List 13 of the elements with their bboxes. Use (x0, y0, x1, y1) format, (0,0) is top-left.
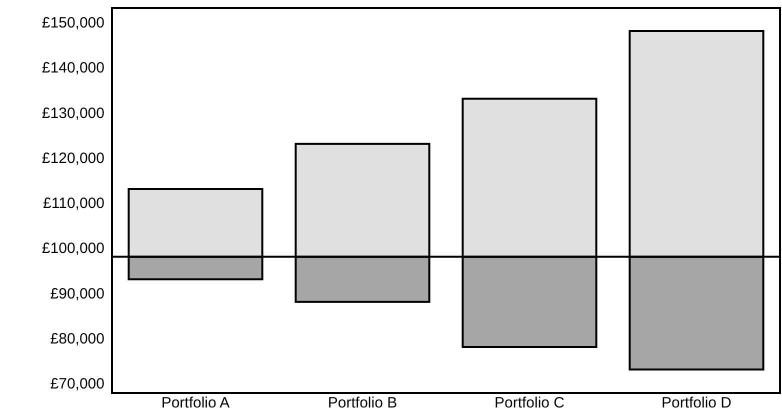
x-tick-label: Portfolio A (161, 394, 230, 412)
y-tick-label: £130,000 (42, 104, 104, 122)
y-tick-label: £140,000 (42, 60, 104, 77)
y-tick-label: £90,000 (50, 285, 104, 302)
y-tick-label: £110,000 (43, 195, 104, 212)
y-tick-label: £120,000 (42, 150, 104, 167)
x-tick-label: Portfolio C (494, 394, 565, 412)
y-tick-label: £100,000 (42, 240, 104, 258)
x-tick-label: Portfolio D (661, 394, 732, 412)
x-tick-label: Portfolio B (328, 394, 398, 412)
y-tick-label: £70,000 (50, 376, 104, 393)
y-tick-label: £150,000 (42, 14, 104, 32)
y-tick-label: £80,000 (50, 330, 104, 348)
